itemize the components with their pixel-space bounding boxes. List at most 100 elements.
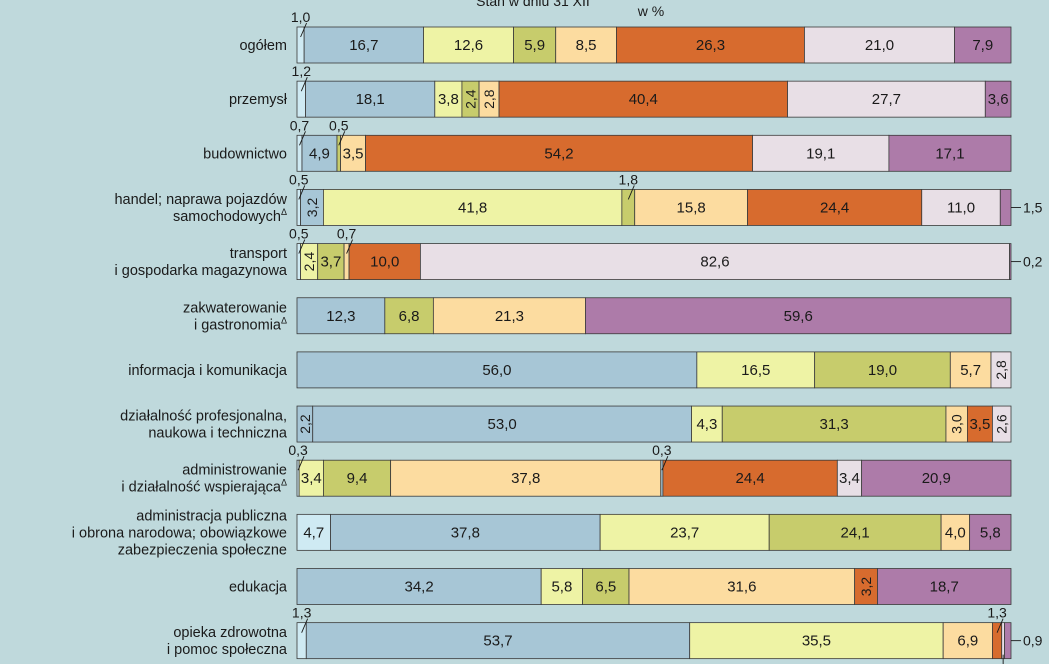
bar-segment xyxy=(296,351,698,389)
callout-label: 0,2 xyxy=(1023,254,1043,270)
data-label: 2,8 xyxy=(993,360,1009,380)
data-label: 21,0 xyxy=(865,37,894,54)
bar-segment xyxy=(984,80,1012,118)
category-label: samochodowychΔ xyxy=(173,207,287,225)
callout-label: 1,5 xyxy=(1023,199,1043,215)
data-label: 53,7 xyxy=(483,633,512,650)
data-label: 26,3 xyxy=(696,37,725,54)
bar-segment xyxy=(752,134,890,172)
data-label: 10,0 xyxy=(370,254,399,271)
data-label: 6,8 xyxy=(399,308,420,325)
bar-segment xyxy=(787,80,986,118)
callout-line xyxy=(300,76,308,92)
category-label: transport xyxy=(230,246,287,262)
callout-label: 1,0 xyxy=(291,9,311,25)
bar-segment xyxy=(298,459,324,497)
data-label: 3,5 xyxy=(343,145,364,162)
data-label: 3,7 xyxy=(320,254,341,271)
data-label: 12,3 xyxy=(326,308,355,325)
bar-segment xyxy=(390,459,662,497)
data-label: 11,0 xyxy=(947,199,975,216)
bar-segment xyxy=(303,26,424,64)
category-label: ogółem xyxy=(239,38,287,54)
bar-segment xyxy=(312,405,692,443)
category-label: i gastronomiaΔ xyxy=(194,315,287,333)
data-label: 5,7 xyxy=(960,362,981,379)
callout-label: 1,3 xyxy=(987,605,1007,621)
bar-segment xyxy=(305,622,691,660)
bar-segment xyxy=(323,459,392,497)
category-label: edukacja xyxy=(229,580,288,596)
bar-segment xyxy=(621,189,636,226)
data-label: 3,8 xyxy=(438,91,459,108)
data-label: 3,6 xyxy=(988,91,1009,108)
callout-label: 0,5 xyxy=(289,226,309,242)
callout-line xyxy=(346,239,353,254)
category-label: zabezpieczenia społeczne xyxy=(118,542,287,558)
category-label: administrowanie xyxy=(182,463,287,479)
bar-segment xyxy=(967,405,993,443)
data-label: 3,4 xyxy=(839,470,860,487)
bar-segment xyxy=(384,297,434,335)
category-label: handel; naprawa pojazdów xyxy=(114,192,287,208)
bar-segment xyxy=(990,351,1012,389)
data-label: 56,0 xyxy=(482,362,511,379)
callout-line xyxy=(301,618,309,633)
bar-segment xyxy=(877,568,1012,605)
bar-segment xyxy=(296,513,331,551)
data-label: 37,8 xyxy=(511,470,540,487)
bar-segment xyxy=(340,134,366,172)
callout-line xyxy=(298,185,306,200)
bar-segment xyxy=(296,243,301,281)
category-label: przemysł xyxy=(229,92,288,108)
bar-segment xyxy=(599,513,770,551)
bar-segment xyxy=(836,459,863,497)
callout-line xyxy=(298,239,306,254)
data-label: 12,6 xyxy=(454,37,483,54)
bar-segment xyxy=(432,297,586,335)
bar-segment xyxy=(888,134,1012,172)
bar-segment xyxy=(423,26,514,64)
category-label: działalność profesjonalna, xyxy=(120,409,287,425)
data-label: 82,6 xyxy=(700,254,729,271)
category-label: administracja publiczna xyxy=(136,508,288,524)
callout-label: 0,5 xyxy=(329,117,349,133)
bar-segment xyxy=(954,26,1012,64)
callout-label: 0,7 xyxy=(290,117,310,133)
bar-segment xyxy=(1009,243,1012,281)
chart-title: Stan w dniu 31 XII xyxy=(476,0,590,9)
data-label: 23,7 xyxy=(670,524,699,541)
bar-segment xyxy=(1001,622,1005,660)
data-label: 2,4 xyxy=(463,89,479,109)
unit-label: w % xyxy=(637,3,664,19)
data-label: 3,4 xyxy=(301,470,322,487)
data-label: 59,6 xyxy=(784,308,813,325)
bar-segment xyxy=(336,134,341,172)
bar-segment xyxy=(301,134,338,172)
bar-segment xyxy=(585,297,1012,335)
bar-segment xyxy=(689,622,944,660)
data-label: 21,3 xyxy=(495,308,524,325)
bar-segment xyxy=(434,80,463,118)
data-label: 54,2 xyxy=(544,145,573,162)
bars-group: ogółem 16,7 12,6 5,9 8,5 26,3 21,0 7,9 1,0 przemy… xyxy=(72,9,1043,664)
data-label: 5,9 xyxy=(524,37,545,54)
bar-segment xyxy=(814,351,951,389)
data-label: 4,3 xyxy=(696,416,717,433)
callout-line xyxy=(338,131,346,146)
bar-segment xyxy=(940,513,971,551)
bar-segment xyxy=(768,513,942,551)
data-label: 4,9 xyxy=(309,145,330,162)
data-label: 2,2 xyxy=(297,414,313,434)
data-label: 6,9 xyxy=(957,633,978,650)
bar-segment xyxy=(992,622,1003,660)
bar-segment xyxy=(992,405,1012,443)
data-label: 3,5 xyxy=(969,416,990,433)
bar-segment xyxy=(513,26,557,64)
data-label: 18,7 xyxy=(930,579,959,596)
data-label: 5,8 xyxy=(551,579,572,596)
category-label: opieka zdrowotna xyxy=(173,625,288,641)
data-label: 2,6 xyxy=(994,414,1010,434)
bar-segment xyxy=(540,568,583,605)
